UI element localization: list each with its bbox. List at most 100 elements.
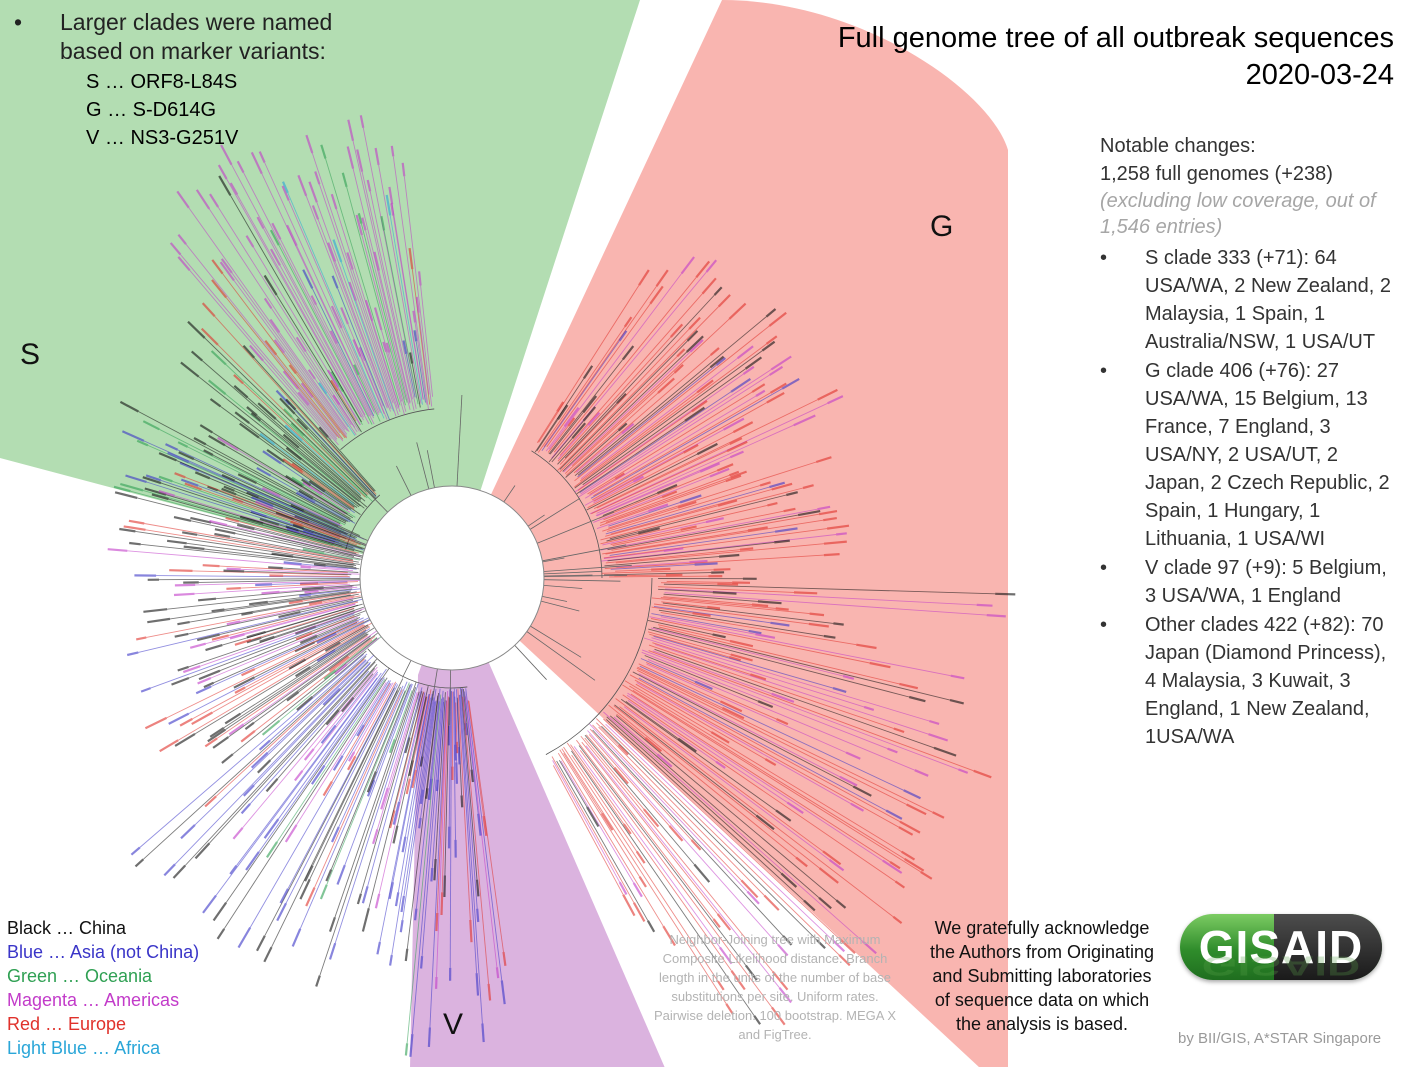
tree-leaf-label (707, 605, 721, 610)
tree-branch (338, 685, 404, 828)
tree-leaf-label (180, 478, 199, 487)
tree-leaf-label (771, 1006, 786, 1026)
tree-branch (243, 172, 370, 417)
notes-item-text: S clade 333 (+71): 64 USA/WA, 2 New Zeal… (1145, 247, 1392, 353)
tree-branch (573, 354, 711, 474)
tree-branch (551, 271, 707, 459)
tree-branch (605, 723, 834, 942)
tree-leaf-label (457, 746, 461, 765)
tree-leaf-label (212, 736, 229, 749)
marker-code-s: S … ORF8-L84S (86, 71, 238, 93)
tree-leaf-label (699, 462, 721, 473)
tree-branch (464, 691, 479, 814)
clade-v-sector (410, 578, 665, 1067)
tree-leaf-label (245, 235, 255, 248)
tree-branch (144, 523, 354, 561)
tree-branch (658, 626, 900, 685)
tree-leaf-label (282, 458, 304, 474)
tree-leaf-label (828, 859, 845, 872)
tree-leaf-label (404, 1043, 409, 1056)
tree-branch (378, 164, 422, 404)
tree-branch (615, 543, 825, 564)
tree-branch (316, 202, 392, 410)
tree-branch (579, 750, 773, 1008)
tree-branch (287, 192, 385, 419)
tree-branch (201, 360, 362, 500)
tree-leaf-label (729, 450, 744, 459)
tree-leaf-label (725, 474, 742, 483)
tree-leaf-label (755, 633, 776, 639)
tree-internal-branch (542, 557, 565, 563)
tree-branch (269, 653, 368, 741)
tree-leaf-label (770, 355, 792, 371)
tree-internal-branch (402, 660, 412, 678)
tree-branch (371, 320, 400, 408)
tree-branch (283, 575, 350, 578)
tree-branch (459, 687, 478, 909)
tree-branch (647, 658, 915, 771)
tree-leaf-label (324, 641, 341, 652)
tree-leaf-label (600, 812, 614, 831)
tree-leaf-label (250, 412, 262, 422)
tree-branch (240, 568, 360, 575)
tree-branch (607, 541, 775, 562)
tree-leaf-label (340, 307, 349, 325)
tree-branch (177, 626, 371, 741)
tree-leaf-label (757, 600, 782, 605)
tree-branch (209, 477, 356, 539)
color-legend: Black … China Blue … Asia (not China) Gr… (7, 916, 199, 1060)
tree-leaf-label (832, 687, 847, 693)
tree-leaf-label (419, 756, 424, 767)
tree-branch (647, 631, 731, 655)
tree-branch (603, 718, 841, 940)
tree-leaf-label (632, 475, 645, 483)
tree-leaf-label (686, 330, 699, 342)
tree-branch (640, 658, 696, 683)
tree-branch (311, 288, 375, 417)
tree-branch (636, 667, 933, 813)
tree-leaf-label (316, 649, 336, 663)
tree-leaf-label (638, 876, 647, 888)
tree-branch (650, 627, 844, 677)
tree-branch (194, 583, 351, 595)
tree-leaf-label (176, 190, 190, 209)
tree-leaf-label (219, 261, 235, 282)
tree-leaf-label (693, 863, 711, 883)
tree-leaf-label (298, 489, 314, 500)
tree-leaf-label (816, 939, 826, 949)
tree-leaf-label (228, 723, 245, 736)
tree-leaf-label (376, 941, 381, 955)
tree-leaf-label (189, 642, 206, 649)
tree-branch (300, 599, 354, 613)
tree-leaf-label (217, 436, 239, 451)
tree-leaf-label (314, 171, 321, 185)
tree-branch (336, 616, 371, 634)
tree-leaf-label (817, 388, 838, 401)
tree-leaf-label (622, 823, 632, 835)
tree-branch (285, 684, 399, 904)
tree-branch (635, 683, 766, 760)
tree-leaf-label (475, 879, 480, 897)
tree-branch (595, 718, 840, 956)
tree-leaf-label (661, 490, 678, 499)
tree-branch (585, 745, 780, 989)
tree-branch (310, 588, 361, 595)
tree-branch (601, 569, 714, 574)
tree-branch (338, 668, 376, 711)
tree-branch (606, 532, 639, 542)
tree-leaf-label (291, 462, 303, 472)
tree-branch (584, 734, 695, 865)
tree-branch (559, 328, 690, 465)
tree-branch (547, 425, 569, 453)
tree-leaf-label (294, 770, 304, 782)
tree-leaf-label (356, 149, 364, 172)
page-title: Full genome tree of all outbreak sequenc… (838, 20, 1394, 94)
tree-leaf-label (435, 779, 439, 792)
tree-branch (237, 449, 346, 515)
tree-leaf-label (271, 222, 282, 240)
tree-branch (228, 601, 359, 636)
tree-branch (660, 597, 776, 609)
tree-branch (571, 754, 638, 852)
tree-leaf-label (283, 408, 293, 418)
tree-branch (462, 689, 473, 770)
